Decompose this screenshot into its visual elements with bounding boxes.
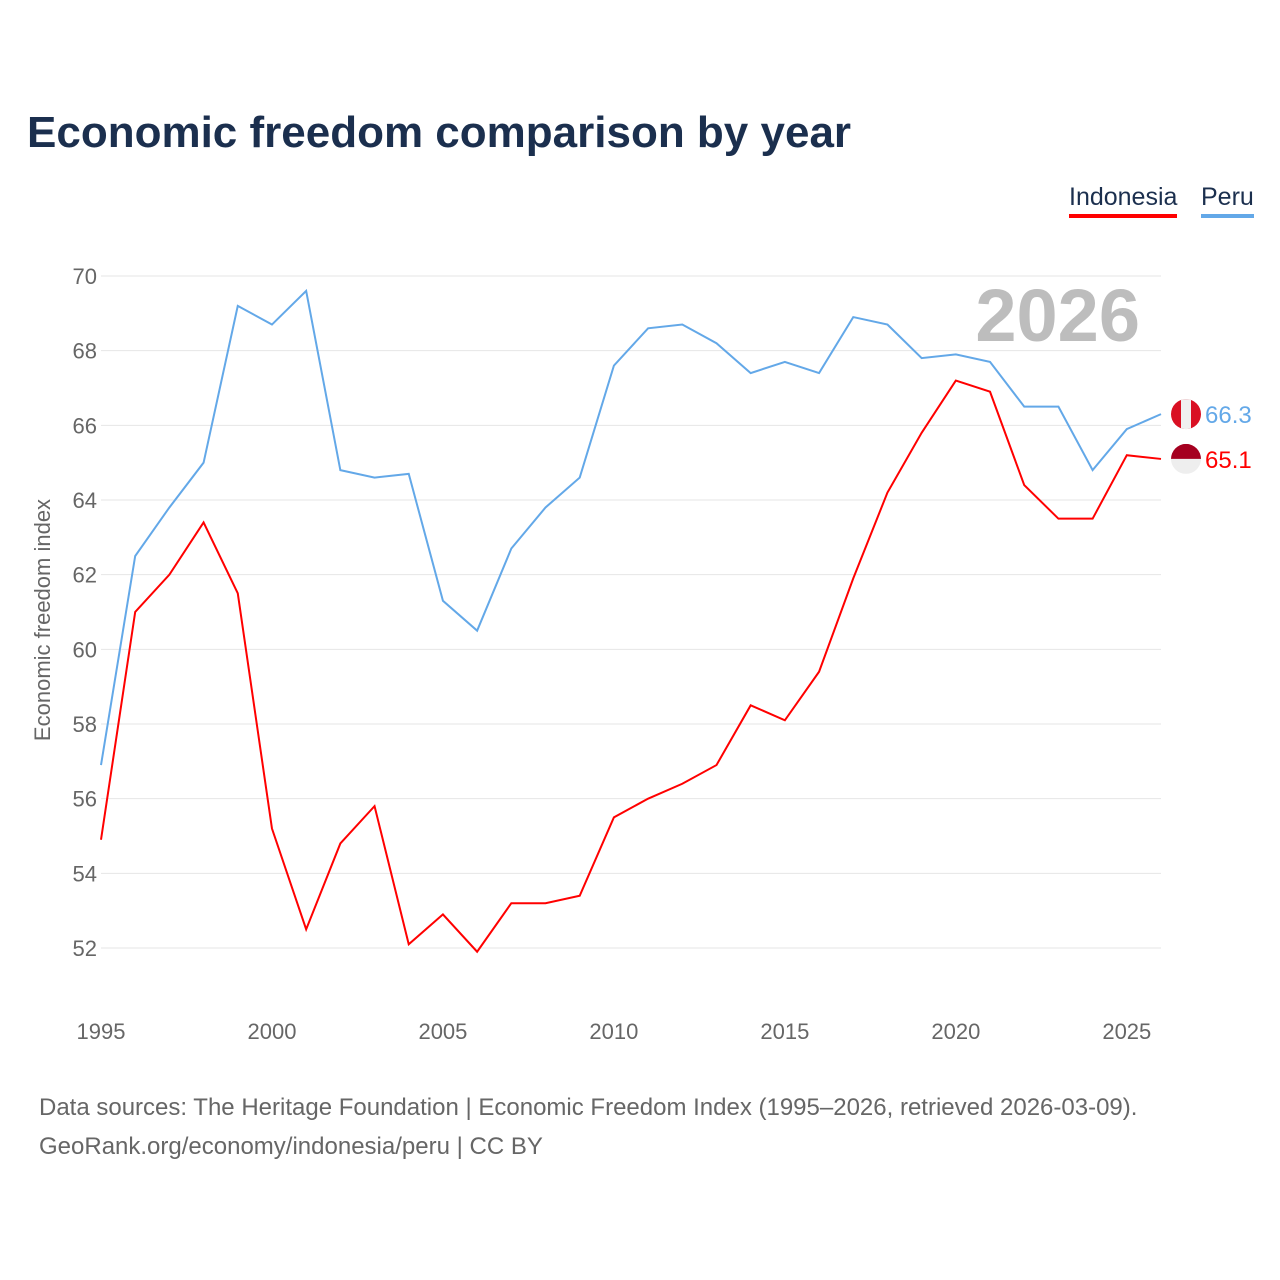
legend-peru[interactable]: Peru	[1201, 183, 1254, 218]
end-value-label-peru: 66.3	[1205, 402, 1252, 429]
chart-title: Economic freedom comparison by year	[27, 108, 852, 157]
indonesia-flag-icon	[1171, 443, 1201, 474]
y-tick-label: 52	[73, 936, 97, 961]
x-tick-label: 2010	[589, 1019, 638, 1044]
y-tick-label: 58	[73, 712, 97, 737]
y-tick-label: 70	[73, 264, 97, 289]
end-value-label-indonesia: 65.1	[1205, 447, 1252, 474]
y-tick-label: 62	[73, 563, 97, 588]
source-line-1: Data sources: The Heritage Foundation | …	[39, 1094, 1138, 1121]
y-tick-label: 54	[73, 861, 97, 886]
x-tick-label: 2005	[418, 1019, 467, 1044]
y-tick-label: 60	[73, 637, 97, 662]
x-tick-label: 2000	[247, 1019, 296, 1044]
y-axis-label: Economic freedom index	[30, 499, 55, 741]
y-tick-label: 66	[73, 413, 97, 438]
x-tick-label: 2015	[760, 1019, 809, 1044]
peru-flag-icon	[1171, 399, 1201, 430]
x-tick-label: 2020	[931, 1019, 980, 1044]
series-line-peru	[100, 288, 1162, 766]
year-watermark: 2026	[975, 274, 1140, 357]
y-tick-label: 56	[73, 787, 97, 812]
y-tick-label: 68	[73, 339, 97, 364]
series-line-indonesia	[100, 379, 1162, 954]
y-tick-label: 64	[73, 488, 97, 513]
legend-indonesia[interactable]: Indonesia	[1069, 183, 1178, 218]
x-tick-label: 1995	[77, 1019, 126, 1044]
source-note: Data sources: The Heritage Foundation | …	[39, 1088, 1137, 1166]
x-tick-label: 2025	[1102, 1019, 1151, 1044]
source-line-2: GeoRank.org/economy/indonesia/peru | CC …	[39, 1133, 543, 1160]
